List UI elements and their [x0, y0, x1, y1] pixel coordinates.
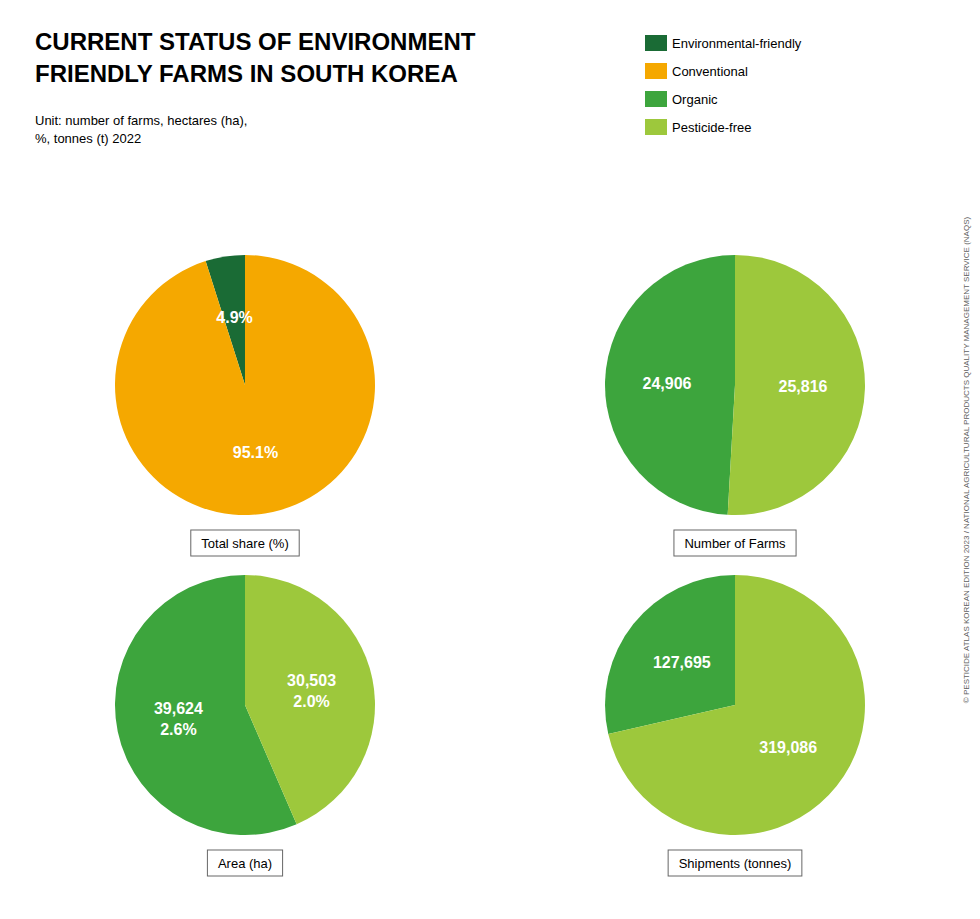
- svg-text:24,906: 24,906: [643, 375, 692, 392]
- svg-text:Total share (%): Total share (%): [201, 536, 288, 551]
- svg-text:Shipments (tonnes): Shipments (tonnes): [679, 856, 792, 871]
- svg-text:Number of Farms: Number of Farms: [684, 536, 786, 551]
- svg-text:95.1%: 95.1%: [233, 444, 278, 461]
- svg-text:CURRENT STATUS OF ENVIRONMENT: CURRENT STATUS OF ENVIRONMENT: [35, 28, 476, 55]
- svg-text:2.6%: 2.6%: [160, 721, 196, 738]
- svg-text:%, tonnes (t) 2022: %, tonnes (t) 2022: [35, 131, 141, 146]
- svg-text:4.9%: 4.9%: [216, 309, 252, 326]
- svg-text:30,503: 30,503: [287, 672, 336, 689]
- svg-text:Unit: number of farms, hectare: Unit: number of farms, hectares (ha),: [35, 113, 247, 128]
- svg-text:Environmental-friendly: Environmental-friendly: [672, 36, 802, 51]
- svg-text:FRIENDLY FARMS IN SOUTH KOREA: FRIENDLY FARMS IN SOUTH KOREA: [35, 60, 458, 87]
- svg-text:Conventional: Conventional: [672, 64, 748, 79]
- svg-text:25,816: 25,816: [779, 378, 828, 395]
- svg-text:© PESTICIDE ATLAS KOREAN EDITI: © PESTICIDE ATLAS KOREAN EDITION 2023 / …: [962, 217, 971, 704]
- svg-text:2.0%: 2.0%: [293, 693, 329, 710]
- svg-text:319,086: 319,086: [759, 739, 817, 756]
- svg-text:39,624: 39,624: [154, 700, 203, 717]
- svg-text:Organic: Organic: [672, 92, 718, 107]
- svg-text:Area (ha): Area (ha): [218, 856, 272, 871]
- svg-text:Pesticide-free: Pesticide-free: [672, 120, 751, 135]
- svg-text:127,695: 127,695: [653, 654, 711, 671]
